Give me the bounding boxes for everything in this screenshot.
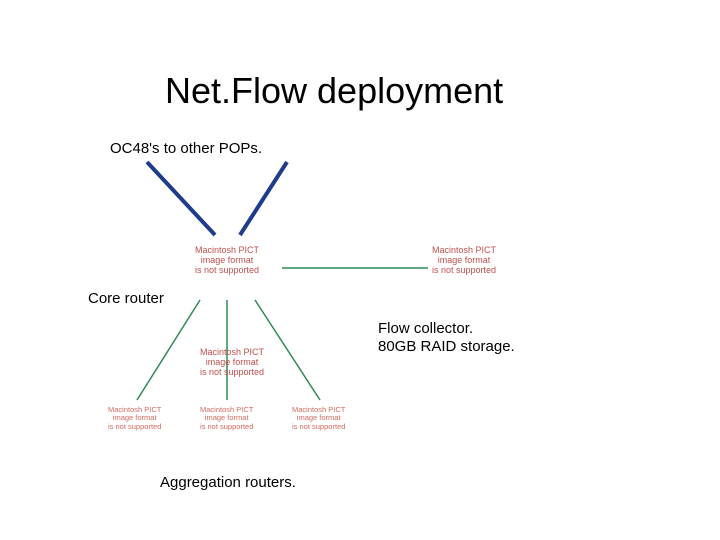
label-oc48: OC48's to other POPs. — [110, 140, 262, 157]
label-core-router: Core router — [88, 290, 164, 307]
line-agg-left — [137, 300, 200, 400]
pict-placeholder-agg-center: Macintosh PICT image format is not suppo… — [200, 348, 264, 378]
pict-placeholder-collector: Macintosh PICT image format is not suppo… — [432, 246, 496, 276]
page-title: Net.Flow deployment — [165, 70, 503, 112]
label-flow-collector-line2: 80GB RAID storage. — [378, 338, 515, 355]
label-aggregation-routers: Aggregation routers. — [160, 474, 296, 491]
diagram-stage: Net.Flow deployment OC48's to other POPs… — [0, 0, 720, 540]
line-oc48-right — [240, 162, 287, 235]
pict-placeholder-agg-left: Macintosh PICT image format is not suppo… — [108, 406, 161, 431]
line-oc48-left — [147, 162, 215, 235]
pict-placeholder-agg-mid: Macintosh PICT image format is not suppo… — [200, 406, 253, 431]
line-agg-right — [255, 300, 320, 400]
pict-placeholder-agg-right: Macintosh PICT image format is not suppo… — [292, 406, 345, 431]
label-flow-collector-line1: Flow collector. — [378, 320, 473, 337]
pict-placeholder-core: Macintosh PICT image format is not suppo… — [195, 246, 259, 276]
